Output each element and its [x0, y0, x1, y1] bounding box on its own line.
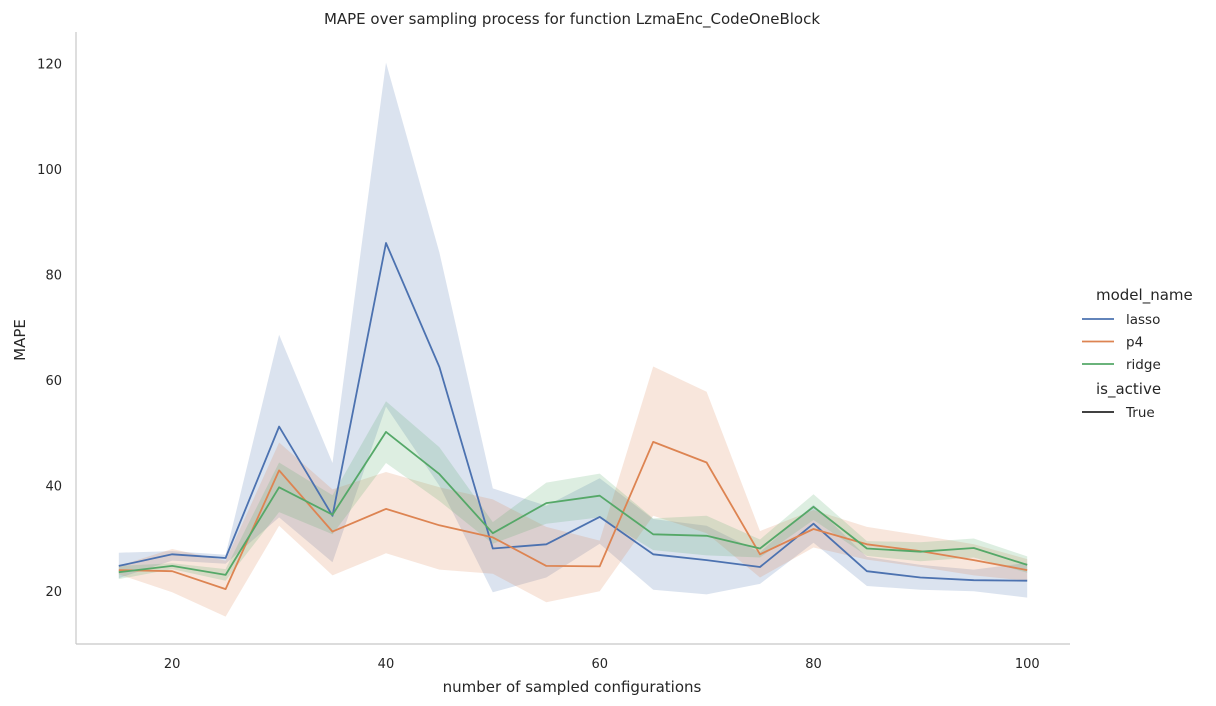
- legend-title-is-active: is_active: [1096, 380, 1161, 399]
- x-tick-labels: 20 40 60 80 100: [164, 657, 1040, 672]
- legend-label-p4: p4: [1126, 335, 1143, 351]
- x-tick-100: 100: [1015, 657, 1040, 672]
- y-axis-label: MAPE: [11, 319, 29, 361]
- x-tick-20: 20: [164, 657, 181, 672]
- confidence-bands: [118, 62, 1028, 617]
- y-tick-100: 100: [37, 163, 62, 178]
- y-tick-80: 80: [45, 269, 62, 284]
- x-tick-60: 60: [591, 657, 608, 672]
- line-p4: [118, 440, 1028, 590]
- line-ridge: [118, 430, 1028, 576]
- line-lasso: [118, 242, 1028, 582]
- y-tick-20: 20: [45, 585, 62, 600]
- legend-label-true: True: [1125, 405, 1155, 421]
- legend: model_name lasso p4 ridge is_active True: [1082, 286, 1193, 421]
- x-tick-40: 40: [378, 657, 395, 672]
- y-tick-60: 60: [45, 374, 62, 389]
- y-tick-labels: 20 40 60 80 100 120: [37, 58, 62, 601]
- x-axis-label: number of sampled configurations: [443, 678, 702, 696]
- legend-title-model-name: model_name: [1096, 286, 1193, 305]
- band-lasso: [118, 62, 1028, 598]
- y-tick-40: 40: [45, 480, 62, 495]
- x-tick-80: 80: [805, 657, 822, 672]
- y-tick-120: 120: [37, 58, 62, 73]
- legend-label-lasso: lasso: [1126, 312, 1160, 328]
- band-ridge: [118, 401, 1028, 581]
- band-p4: [118, 366, 1028, 617]
- series-lines: [118, 242, 1028, 590]
- legend-label-ridge: ridge: [1126, 357, 1161, 373]
- chart-title: MAPE over sampling process for function …: [324, 10, 820, 29]
